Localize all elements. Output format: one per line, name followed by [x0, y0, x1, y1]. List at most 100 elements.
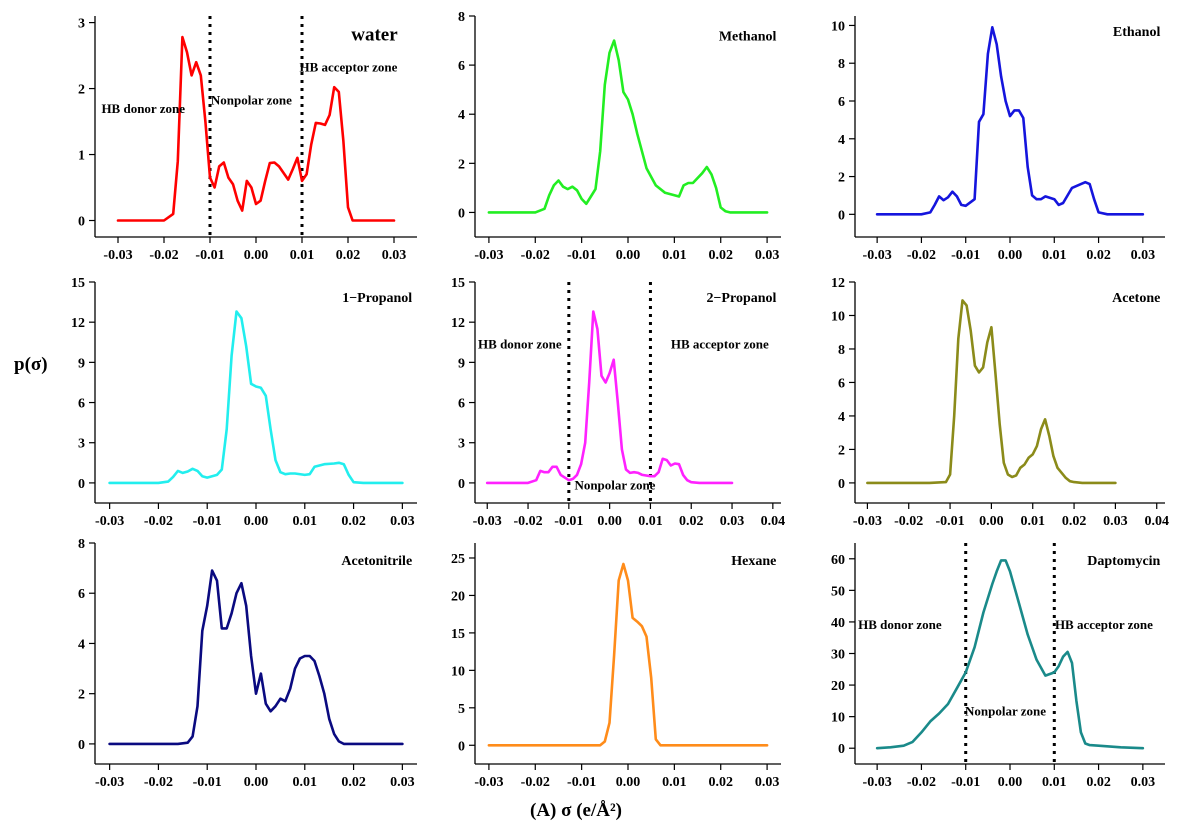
panel-1: 0 2 4 6 8 -0.03 -0.02 -0.01 0.00 0.01 0.02 0.03 Meth…	[458, 10, 781, 263]
x-tick-label: -0.02	[144, 514, 173, 529]
y-tick-label: 60	[831, 553, 845, 568]
zone-annotation: Nonpolar zone	[574, 478, 655, 493]
x-tick-label: 0.03	[1103, 514, 1128, 529]
x-tick-label: 0.01	[1042, 248, 1067, 263]
y-tick-label: 15	[71, 276, 85, 291]
x-tick-label: 0.02	[341, 514, 366, 529]
panel-6: 0 2 4 6 8 -0.03 -0.02 -0.01 0.00 0.01 0.02 0.03 Acet…	[78, 537, 417, 790]
x-tick-label: -0.01	[935, 514, 964, 529]
x-tick-label: 0.03	[1131, 248, 1156, 263]
y-tick-label: 0	[838, 477, 845, 492]
zone-annotation: HB acceptor zone	[299, 59, 397, 74]
x-tick-label: 0.03	[390, 775, 415, 790]
sigma-profile-curve	[487, 562, 769, 747]
zone-annotation: HB donor zone	[478, 336, 562, 351]
y-tick-label: 0	[458, 206, 465, 221]
x-tick-label: -0.01	[195, 248, 224, 263]
panel-0: 0 1 2 3 -0.03 -0.02 -0.01 0.00 0.01 0.02 0.03 water…	[78, 16, 417, 263]
y-tick-label: 0	[458, 739, 465, 754]
y-tick-label: 20	[451, 589, 465, 604]
x-tick-label: 0.02	[341, 775, 366, 790]
x-tick-label: 0.01	[293, 775, 318, 790]
x-tick-label: 0.00	[597, 514, 622, 529]
x-tick-label: -0.02	[907, 775, 936, 790]
x-tick-label: 0.03	[755, 248, 780, 263]
panel-title: 1−Propanol	[342, 291, 412, 306]
y-tick-label: 0	[838, 742, 845, 757]
x-tick-label: 0.03	[390, 514, 415, 529]
panel-title: Methanol	[719, 29, 777, 44]
y-tick-label: 0	[78, 738, 85, 753]
y-tick-label: 10	[831, 19, 845, 34]
sigma-profile-curve	[116, 35, 396, 222]
x-tick-label: 0.01	[1042, 775, 1067, 790]
x-tick-label: 0.01	[1020, 514, 1045, 529]
y-tick-label: 2	[838, 171, 845, 186]
y-tick-label: 12	[831, 276, 845, 291]
x-tick-label: -0.03	[474, 248, 503, 263]
y-tick-label: 30	[831, 648, 845, 663]
y-tick-label: 25	[451, 552, 465, 567]
zone-annotation: Nonpolar zone	[211, 92, 292, 107]
zone-annotation: Nonpolar zone	[965, 703, 1046, 718]
x-tick-label: -0.02	[907, 248, 936, 263]
x-tick-label: 0.02	[1062, 514, 1087, 529]
y-tick-label: 8	[458, 10, 465, 25]
y-tick-label: 6	[458, 59, 465, 74]
panel-title: Daptomycin	[1087, 554, 1160, 569]
y-tick-label: 15	[451, 276, 465, 291]
x-tick-label: -0.03	[103, 248, 132, 263]
sigma-profile-curve	[485, 310, 734, 485]
sigma-profile-curve	[108, 310, 404, 485]
x-tick-label: -0.01	[951, 775, 980, 790]
panel-2: 0 2 4 6 8 10 -0.03 -0.02 -0.01 0.00 0.01 0.02 0.03 Et…	[831, 16, 1165, 263]
y-tick-label: 6	[838, 95, 845, 110]
y-tick-label: 6	[838, 376, 845, 391]
y-tick-label: 8	[78, 537, 85, 552]
x-tick-label: -0.01	[567, 248, 596, 263]
y-tick-label: 3	[78, 17, 85, 32]
x-tick-label: -0.03	[95, 775, 124, 790]
y-tick-label: 20	[831, 679, 845, 694]
x-tick-label: -0.03	[95, 514, 124, 529]
zone-annotation: HB donor zone	[858, 617, 942, 632]
y-tick-label: 4	[458, 108, 465, 123]
x-tick-label: 0.03	[755, 775, 780, 790]
panel-title: Ethanol	[1113, 25, 1161, 40]
y-tick-label: 5	[458, 702, 465, 717]
y-tick-label: 6	[78, 587, 85, 602]
x-tick-label: -0.02	[144, 775, 173, 790]
x-tick-label: -0.02	[513, 514, 542, 529]
y-tick-label: 40	[831, 616, 845, 631]
x-tick-label: 0.01	[290, 248, 315, 263]
y-tick-label: 10	[451, 664, 465, 679]
y-tick-label: 4	[78, 637, 85, 652]
y-tick-label: 10	[831, 309, 845, 324]
y-tick-label: 8	[838, 57, 845, 72]
y-tick-label: 0	[78, 215, 85, 230]
y-tick-label: 50	[831, 584, 845, 599]
x-tick-label: -0.02	[521, 775, 550, 790]
panel-title: Acetonitrile	[341, 554, 412, 569]
x-tick-label: -0.02	[894, 514, 923, 529]
x-tick-label: 0.00	[616, 775, 641, 790]
y-tick-label: 2	[838, 443, 845, 458]
x-tick-label: 0.03	[382, 248, 407, 263]
y-tick-label: 0	[838, 208, 845, 223]
y-tick-label: 8	[838, 343, 845, 358]
panel-8: 0 10 20 30 40 50 60 -0.03 -0.02 -0.01 0.00 0.01 0.02…	[831, 543, 1165, 790]
x-tick-label: 0.01	[293, 514, 318, 529]
x-tick-label: 0.00	[616, 248, 641, 263]
x-axis-label: (A) σ (e/Å²)	[530, 800, 622, 821]
sigma-profile-curve	[108, 569, 404, 746]
y-tick-label: 12	[71, 316, 85, 331]
x-tick-label: -0.03	[473, 514, 502, 529]
y-tick-label: 3	[458, 437, 465, 452]
panel-3: 0 3 6 9 12 15 -0.03 -0.02 -0.01 0.00 0.01 0.02 0.03 1…	[71, 276, 417, 529]
y-tick-label: 0	[458, 477, 465, 492]
x-tick-label: -0.03	[863, 775, 892, 790]
x-tick-label: 0.01	[638, 514, 663, 529]
y-tick-label: 9	[458, 356, 465, 371]
x-tick-label: 0.01	[662, 248, 687, 263]
